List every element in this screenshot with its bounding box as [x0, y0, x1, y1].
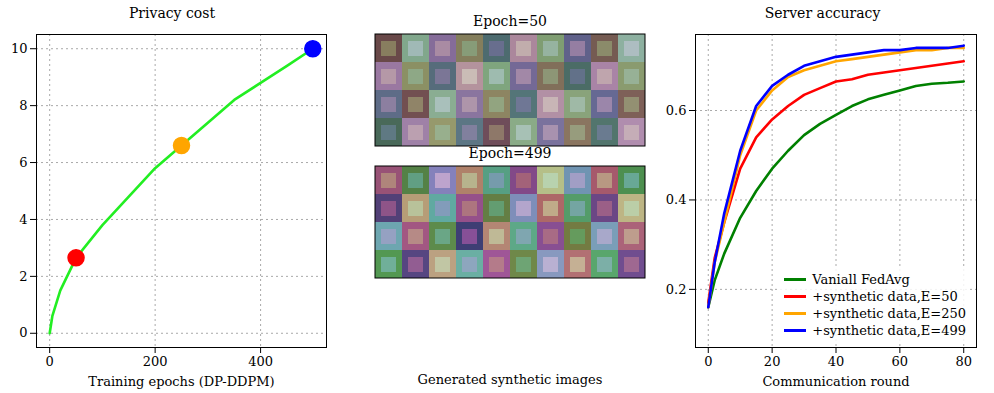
svg-text:Generated synthetic images: Generated synthetic images [418, 372, 603, 387]
svg-text:20: 20 [764, 354, 781, 369]
html-text:+synthetic data,E=499: +synthetic data,E=499 [812, 323, 966, 338]
svg-text:0: 0 [704, 354, 712, 369]
svg-text:0: 0 [19, 325, 27, 340]
svg-text:0.4: 0.4 [666, 192, 687, 207]
svg-text:200: 200 [143, 354, 168, 369]
svg-text:Communication round: Communication round [762, 374, 909, 389]
svg-text:6: 6 [19, 155, 27, 170]
svg-text:40: 40 [828, 354, 845, 369]
svg-text:60: 60 [892, 354, 909, 369]
svg-text:10: 10 [11, 41, 28, 56]
svg-text:0.6: 0.6 [666, 103, 687, 118]
svg-text:0: 0 [46, 354, 54, 369]
html-text:+synthetic data,E=50: +synthetic data,E=50 [812, 289, 958, 304]
html-text:Server accuracy: Server accuracy [764, 5, 881, 21]
svg-text:4: 4 [19, 212, 27, 227]
svg-text:Training epochs (DP-DDPM): Training epochs (DP-DDPM) [88, 374, 274, 389]
svg-text:0.2: 0.2 [666, 282, 687, 297]
svg-text:8: 8 [19, 98, 27, 113]
svg-text:Epoch=499: Epoch=499 [469, 145, 552, 161]
html-text:Privacy cost: Privacy cost [128, 5, 216, 21]
html-text:+synthetic data,E=250: +synthetic data,E=250 [812, 306, 966, 321]
html-text:Vaniall FedAvg: Vaniall FedAvg [812, 272, 910, 287]
svg-text:2: 2 [19, 269, 27, 284]
svg-text:Epoch=50: Epoch=50 [473, 13, 547, 29]
svg-text:80: 80 [955, 354, 972, 369]
svg-text:400: 400 [248, 354, 273, 369]
